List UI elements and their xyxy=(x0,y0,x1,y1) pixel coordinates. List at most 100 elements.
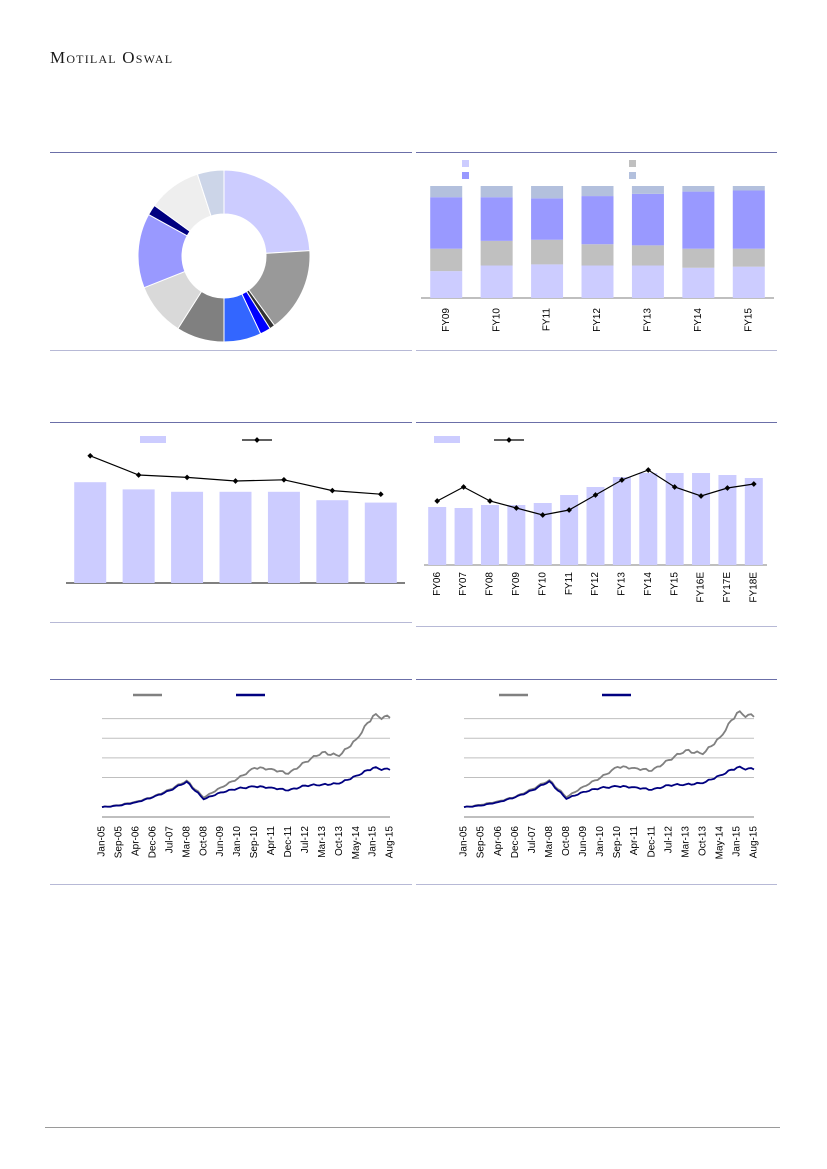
line-marker xyxy=(87,452,94,459)
bar-segment xyxy=(631,265,664,298)
x-tick-label: Apr-06 xyxy=(493,826,504,856)
x-tick-label: Jun-09 xyxy=(578,826,589,857)
line-marker xyxy=(698,493,704,499)
bar xyxy=(428,507,447,565)
bar-segment xyxy=(732,266,765,298)
divider xyxy=(50,422,412,423)
legend-swatch xyxy=(462,160,469,167)
x-tick-label: FY15 xyxy=(743,308,754,332)
x-tick-label: FY13 xyxy=(617,572,628,596)
x-tick-label: May-14 xyxy=(351,826,362,860)
x-tick-label: Sep-10 xyxy=(612,826,623,859)
bar xyxy=(219,491,252,583)
x-tick-label: Jun-09 xyxy=(215,826,226,857)
x-tick-label: Aug-15 xyxy=(385,826,396,859)
x-tick-label: FY11 xyxy=(542,308,553,332)
line-marker xyxy=(566,507,572,513)
x-tick-label: Jul-12 xyxy=(300,826,311,854)
x-tick-label: Sep-05 xyxy=(114,826,125,859)
bar-segment xyxy=(631,193,664,246)
divider xyxy=(416,152,777,153)
line-marker xyxy=(232,478,239,484)
bar xyxy=(364,502,397,583)
bar-segment xyxy=(682,186,715,192)
x-tick-label: FY06 xyxy=(432,572,443,596)
x-tick-label: FY16E xyxy=(696,572,707,603)
divider xyxy=(50,884,412,885)
bar-segment xyxy=(732,248,765,267)
bar-segment xyxy=(531,239,564,265)
x-tick-label: Apr-11 xyxy=(266,826,277,856)
x-tick-label: FY09 xyxy=(511,572,522,596)
bar-segment xyxy=(682,248,715,268)
x-tick-label: Jul-07 xyxy=(164,826,175,854)
line-marker xyxy=(184,474,190,481)
bar-segment xyxy=(480,265,513,298)
legend-marker xyxy=(506,437,512,443)
bar-line-chart-b: FY06 FY07 FY08 FY09 FY10 FY11 FY12 FY13 FY14 FY15… xyxy=(424,436,767,603)
x-tick-label: Oct-13 xyxy=(697,826,708,856)
bar-segment xyxy=(430,248,463,272)
x-tick-label: FY17E xyxy=(722,572,733,603)
divider xyxy=(50,679,412,680)
index-line-chart-a: Jan-05 Sep-05 Apr-06 Dec-06 Jul-07 Mar-08 Oct-… xyxy=(97,693,396,860)
series-line xyxy=(101,712,391,809)
x-tick-label: FY10 xyxy=(537,572,548,596)
line-marker xyxy=(750,481,757,487)
bar-segment xyxy=(631,245,664,266)
x-tick-label: Dec-11 xyxy=(646,826,657,858)
x-tick-label: FY09 xyxy=(441,308,452,332)
bar-segment xyxy=(581,244,614,266)
x-tick-label: Mar-13 xyxy=(317,826,328,858)
divider xyxy=(416,350,777,351)
series-line xyxy=(463,765,755,809)
x-tick-label: Dec-06 xyxy=(147,826,158,859)
line-marker xyxy=(434,498,441,504)
x-tick-label: FY12 xyxy=(592,308,603,332)
legend-swatch xyxy=(140,436,166,443)
divider xyxy=(416,422,777,423)
bar-segment xyxy=(581,186,614,197)
legend-marker xyxy=(254,437,260,443)
line-marker xyxy=(645,467,652,473)
bar-segment xyxy=(531,186,564,199)
x-tick-label: Mar-08 xyxy=(181,826,192,858)
bar xyxy=(560,495,579,565)
x-tick-label: Apr-11 xyxy=(629,826,640,856)
line-marker xyxy=(377,491,384,498)
x-tick-label: FY14 xyxy=(643,572,654,596)
bar xyxy=(665,473,684,565)
x-tick-label: FY10 xyxy=(491,308,502,332)
legend-swatch xyxy=(629,160,636,167)
x-tick-label: Dec-06 xyxy=(510,826,521,859)
bar-segment xyxy=(430,271,463,298)
x-tick-label: Jan-05 xyxy=(459,826,470,857)
bar-line-chart-a xyxy=(66,436,405,584)
line-marker xyxy=(281,476,287,483)
bar-segment xyxy=(480,197,513,241)
bar-segment xyxy=(480,240,513,266)
x-tick-label: Jul-12 xyxy=(663,826,674,854)
x-tick-label: Jan-15 xyxy=(732,826,743,857)
x-tick-label: Dec-11 xyxy=(283,826,294,858)
donut-chart xyxy=(137,169,311,343)
divider xyxy=(416,679,777,680)
x-tick-label: Mar-13 xyxy=(680,826,691,858)
x-tick-label: Jan-10 xyxy=(595,826,606,857)
bar xyxy=(612,477,631,565)
x-tick-label: Oct-08 xyxy=(198,826,209,856)
bar xyxy=(586,487,605,565)
bar-segment xyxy=(581,265,614,298)
x-tick-label: Mar-08 xyxy=(544,826,555,858)
bar xyxy=(480,505,499,565)
bar xyxy=(122,489,155,583)
line-marker xyxy=(329,487,336,494)
x-tick-label: Jul-07 xyxy=(527,826,538,854)
series-line xyxy=(463,710,755,809)
line-marker xyxy=(135,472,142,478)
x-tick-label: Oct-13 xyxy=(334,826,345,856)
x-tick-label: Jan-10 xyxy=(232,826,243,857)
bar xyxy=(267,491,300,583)
x-tick-label: Jan-15 xyxy=(368,826,379,857)
bar-segment xyxy=(430,197,463,249)
